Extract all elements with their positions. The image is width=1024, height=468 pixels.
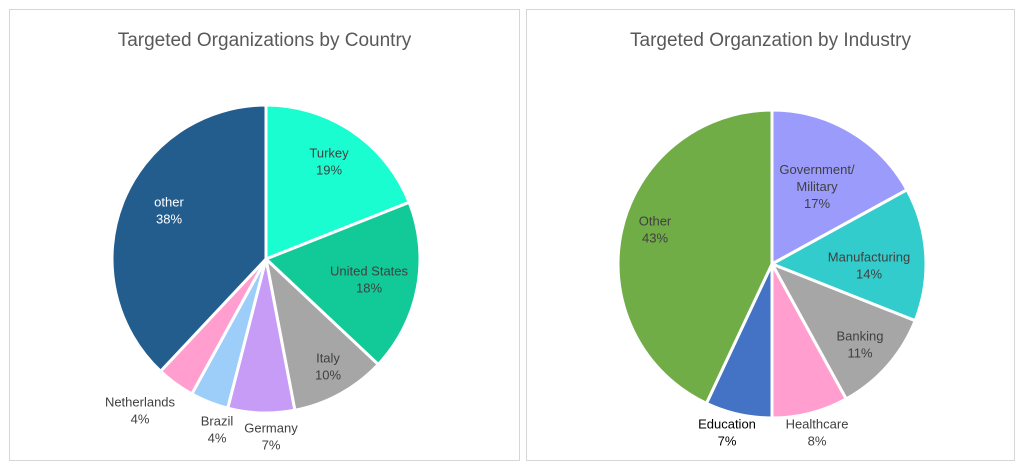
country-label-germany: Germany 7% <box>244 421 298 453</box>
country-pie-chart: Turkey 19% United States 18% Italy 10% Germany… <box>105 103 422 453</box>
industry-slice-other <box>616 108 774 405</box>
country-label-netherlands: Netherlands 4% <box>105 395 176 427</box>
country-label-italy: Italy 10% <box>315 351 341 383</box>
industry-label-banking: Banking 11% <box>837 329 884 361</box>
country-chart-panel: Targeted Organizations by Country Turkey… <box>9 9 520 461</box>
country-slice-other <box>110 103 268 373</box>
country-slice-united-states <box>264 200 422 366</box>
industry-label-manufacturing: Manufacturing 14% <box>828 250 910 282</box>
industry-slice-government-military <box>770 108 909 266</box>
country-chart-title: Targeted Organizations by Country <box>117 30 412 51</box>
industry-label-education: Education 7% <box>698 417 756 449</box>
country-label-brazil: Brazil 4% <box>201 414 234 446</box>
industry-chart-title: Targeted Organzation by Industry <box>630 30 911 51</box>
country-slice-italy <box>264 257 380 412</box>
country-label-turkey: Turkey 19% <box>309 146 349 178</box>
industry-label-government-military: Government/Military 17% <box>779 162 855 211</box>
industry-slice-manufacturing <box>770 188 928 323</box>
industry-pie-chart: Government/Military 17% Manufacturing 14% Ba… <box>616 108 928 449</box>
industry-chart-panel: Targeted Organzation by Industry Governm… <box>526 9 1015 461</box>
country-label-other: other 38% <box>154 195 184 227</box>
country-label-united-states: United States 18% <box>330 264 409 296</box>
industry-label-healthcare: Healthcare 8% <box>786 417 849 449</box>
industry-label-other: Other 43% <box>639 214 672 246</box>
industry-slice-banking <box>770 262 917 401</box>
country-slice-turkey <box>264 103 411 261</box>
